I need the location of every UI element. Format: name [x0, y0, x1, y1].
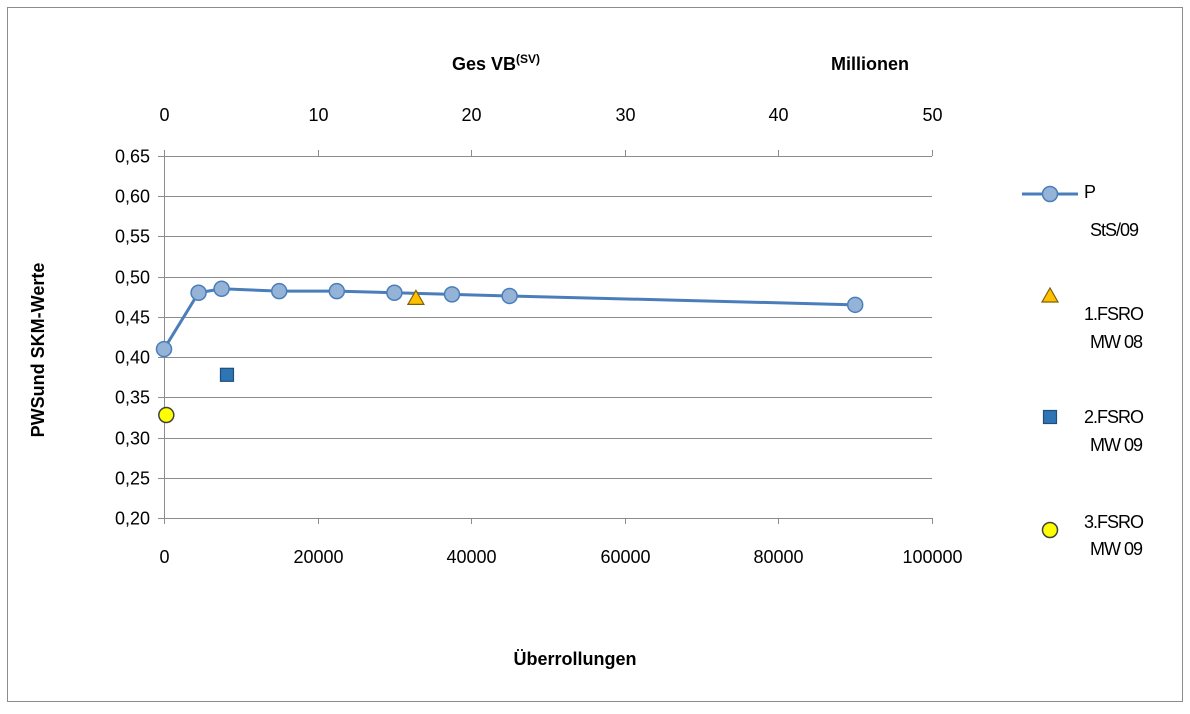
y-tick-label: 0,35 — [115, 388, 150, 408]
data-point — [158, 406, 175, 424]
data-point — [328, 282, 346, 300]
data-point — [155, 340, 173, 358]
series-2 — [406, 289, 425, 305]
y-tick-label: 0,25 — [115, 469, 150, 489]
data-point — [846, 296, 864, 314]
legend-label: MW 09 — [1090, 539, 1143, 559]
x2-tick-label: 0 — [159, 105, 169, 125]
tick-labels: 0,20 0,25 0,30 0,35 0,40 0,45 0,50 0,55 0,60 0,65… — [115, 105, 963, 567]
legend: P StS/09 1.FSRO MW 08 2.FSRO MW 09 3.FSRO MW 0… — [1022, 182, 1145, 559]
data-point — [443, 286, 461, 303]
y-tick-label: 0,30 — [115, 429, 150, 449]
x-tick-label: 0 — [159, 547, 169, 567]
y-tick-label: 0,20 — [115, 509, 150, 529]
x-tick-label: 60000 — [600, 547, 650, 567]
legend-label: StS/09 — [1090, 220, 1139, 240]
y-tick-label: 0,45 — [115, 308, 150, 328]
data-point — [270, 282, 288, 300]
y-tick-label: 0,55 — [115, 227, 150, 247]
y-axis-title: PWSund SKM-Werte — [28, 263, 48, 438]
legend-label: 2.FSRO — [1084, 407, 1144, 427]
x-tick-label: 20000 — [293, 547, 343, 567]
legend-marker — [1040, 286, 1060, 303]
legend-marker — [1041, 185, 1059, 203]
y-tick-label: 0,40 — [115, 348, 150, 368]
data-point — [190, 284, 207, 302]
data-point — [219, 367, 235, 382]
legend-label: 3.FSRO — [1084, 512, 1144, 532]
y-tick-label: 0,65 — [115, 147, 150, 167]
legend-entry-3: 2.FSRO MW 09 — [1042, 407, 1145, 455]
legend-entry-2: 1.FSRO MW 08 — [1040, 286, 1145, 352]
legend-label: MW 09 — [1090, 435, 1143, 455]
legend-marker — [1041, 521, 1059, 539]
x2-tick-label: 50 — [922, 105, 942, 125]
x-tick-label: 80000 — [753, 547, 803, 567]
data-point — [213, 280, 230, 297]
data-point — [501, 287, 518, 305]
x-tick-label: 40000 — [446, 547, 496, 567]
secondary-x-axis-title: Ges VB(SV) — [452, 52, 540, 74]
axes — [158, 150, 933, 524]
x2-tick-label: 30 — [615, 105, 635, 125]
data-point — [406, 289, 425, 305]
legend-label: 1.FSRO — [1084, 304, 1144, 324]
series-4 — [158, 406, 175, 424]
chart-frame — [7, 7, 1183, 702]
legend-label: P — [1084, 182, 1096, 202]
y-tick-label: 0,50 — [115, 268, 150, 288]
secondary-x-axis-unit: Millionen — [831, 54, 909, 74]
x-tick-label: 100000 — [902, 547, 962, 567]
x2-tick-label: 10 — [308, 105, 328, 125]
legend-marker — [1042, 409, 1058, 425]
legend-entry-1: P StS/09 — [1022, 182, 1140, 240]
series-1 — [155, 280, 864, 358]
legend-label: MW 08 — [1090, 332, 1143, 352]
x-axis-title: Überrollungen — [513, 649, 636, 669]
plot-series — [155, 280, 864, 424]
data-point — [386, 284, 403, 302]
y-tick-label: 0,60 — [115, 187, 150, 207]
x2-tick-label: 40 — [768, 105, 788, 125]
legend-entry-4: 3.FSRO MW 09 — [1041, 512, 1145, 559]
series-3 — [219, 367, 235, 382]
x2-tick-label: 20 — [461, 105, 481, 125]
